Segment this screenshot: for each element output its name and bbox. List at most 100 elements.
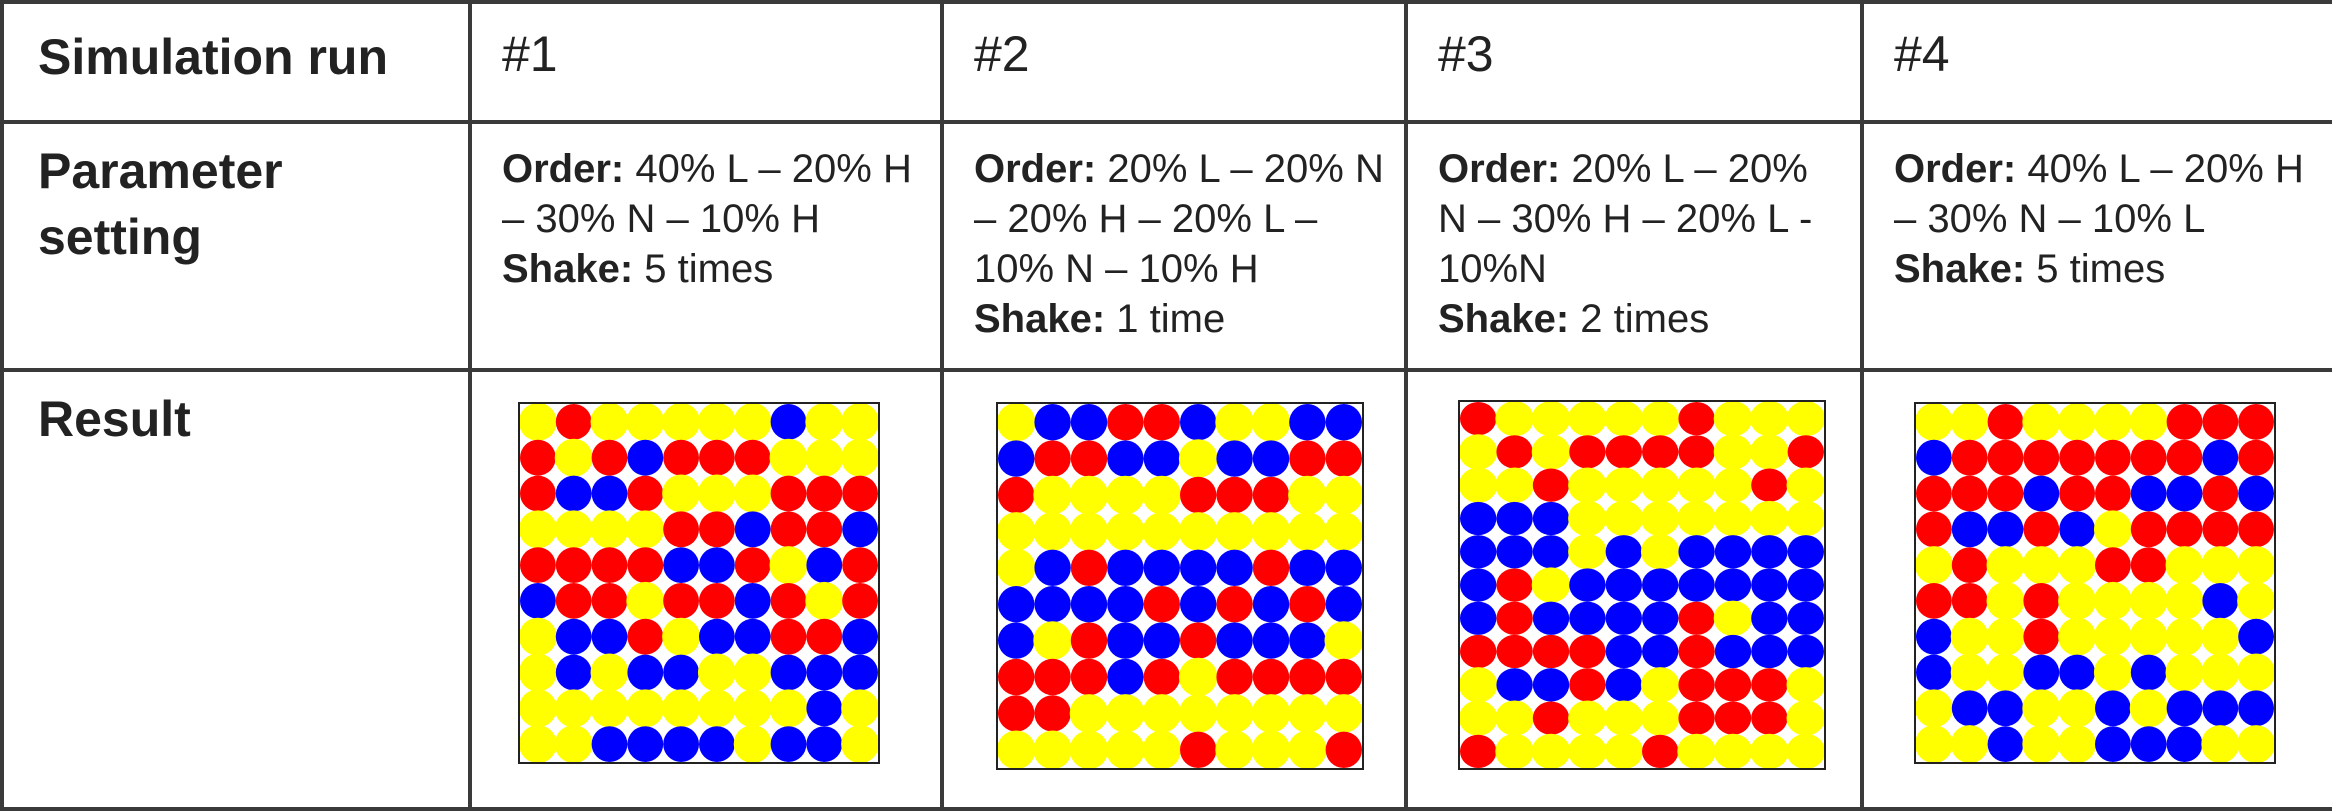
yellow-agent — [2237, 725, 2274, 762]
blue-agent — [1532, 535, 1570, 569]
red-agent — [1916, 583, 1952, 619]
yellow-agent — [1106, 694, 1145, 733]
red-agent — [663, 439, 699, 476]
red-agent — [2095, 475, 2131, 512]
yellow-agent — [1495, 467, 1534, 503]
yellow-agent — [1640, 500, 1680, 537]
yellow-agent — [1916, 404, 1953, 441]
red-agent — [842, 583, 878, 619]
blue-agent — [627, 726, 664, 762]
blue-agent — [1714, 634, 1752, 669]
red-agent — [1678, 668, 1715, 702]
yellow-agent — [520, 725, 557, 762]
blue-agent — [2059, 511, 2095, 548]
blue-agent — [1034, 586, 1071, 623]
red-agent — [555, 547, 592, 583]
blue-agent — [699, 726, 735, 762]
yellow-agent — [554, 510, 593, 549]
blue-agent — [2238, 690, 2274, 727]
red-agent — [1714, 701, 1752, 735]
red-agent — [555, 583, 592, 619]
blue-agent — [1605, 568, 1642, 602]
order-label: Order: — [502, 147, 625, 191]
blue-agent — [1107, 549, 1144, 586]
yellow-agent — [1986, 581, 2025, 620]
red-agent — [1714, 668, 1752, 702]
yellow-agent — [1069, 475, 1109, 515]
result-row: Result — [0, 368, 2332, 811]
yellow-agent — [2022, 725, 2061, 762]
red-agent — [1460, 402, 1497, 436]
yellow-agent — [2165, 617, 2204, 656]
blue-agent — [806, 654, 843, 691]
yellow-agent — [1713, 500, 1753, 537]
run-1-result-grid — [518, 402, 880, 764]
red-agent — [1180, 731, 1217, 768]
red-agent — [1751, 701, 1788, 735]
yellow-agent — [1568, 733, 1607, 768]
yellow-agent — [1713, 467, 1753, 503]
red-agent — [1252, 549, 1290, 586]
red-agent — [1532, 468, 1570, 502]
run-4-parameters: Order: 40% L – 20% H – 30% N – 10% L Sha… — [1860, 120, 2332, 372]
yellow-agent — [1460, 667, 1498, 703]
yellow-agent — [1288, 475, 1327, 515]
red-agent — [1216, 476, 1253, 514]
red-agent — [2238, 439, 2274, 476]
run-2-result-cell — [940, 368, 1408, 811]
yellow-agent — [2129, 581, 2168, 620]
blue-agent — [770, 404, 807, 440]
yellow-agent — [1986, 546, 2025, 585]
red-agent — [1325, 440, 1362, 477]
blue-agent — [842, 511, 878, 548]
yellow-agent — [2201, 725, 2240, 762]
blue-agent — [806, 547, 843, 583]
blue-agent — [1569, 568, 1606, 602]
yellow-agent — [1288, 694, 1327, 733]
yellow-agent — [590, 689, 629, 728]
red-agent — [842, 475, 878, 512]
blue-agent — [1751, 634, 1788, 669]
red-agent — [1951, 439, 1988, 476]
blue-agent — [1180, 404, 1217, 441]
red-agent — [1252, 476, 1290, 514]
yellow-agent — [1033, 512, 1072, 551]
run-1-result-cell — [468, 368, 944, 811]
blue-agent — [2238, 475, 2274, 512]
yellow-agent — [1786, 402, 1824, 437]
run-1-label: #1 — [468, 0, 944, 124]
blue-agent — [555, 475, 592, 512]
red-agent — [1751, 468, 1788, 502]
yellow-agent — [841, 689, 878, 728]
red-agent — [1678, 634, 1715, 669]
yellow-agent — [1106, 730, 1145, 768]
blue-agent — [520, 583, 556, 619]
yellow-agent — [1251, 694, 1291, 733]
yellow-agent — [805, 404, 844, 441]
yellow-agent — [1950, 617, 1989, 656]
blue-agent — [1252, 622, 1290, 659]
blue-agent — [2130, 726, 2167, 762]
yellow-agent — [2129, 404, 2168, 441]
blue-agent — [1642, 601, 1679, 635]
blue-agent — [1216, 622, 1253, 659]
yellow-agent — [1215, 730, 1254, 768]
blue-agent — [2202, 439, 2239, 476]
yellow-agent — [697, 404, 736, 441]
blue-agent — [663, 654, 699, 691]
yellow-agent — [697, 474, 736, 513]
red-agent — [1569, 435, 1606, 469]
blue-agent — [2166, 690, 2203, 727]
red-agent — [1034, 658, 1071, 696]
shake-label: Shake: — [502, 247, 634, 291]
yellow-agent — [1215, 694, 1254, 733]
red-agent — [1143, 404, 1180, 441]
yellow-agent — [662, 617, 701, 656]
blue-agent — [1751, 568, 1788, 602]
yellow-agent — [733, 474, 772, 513]
blue-agent — [998, 440, 1035, 477]
blue-agent — [1070, 586, 1108, 623]
yellow-agent — [1713, 733, 1753, 768]
blue-agent — [2059, 654, 2095, 691]
red-agent — [1289, 440, 1326, 477]
